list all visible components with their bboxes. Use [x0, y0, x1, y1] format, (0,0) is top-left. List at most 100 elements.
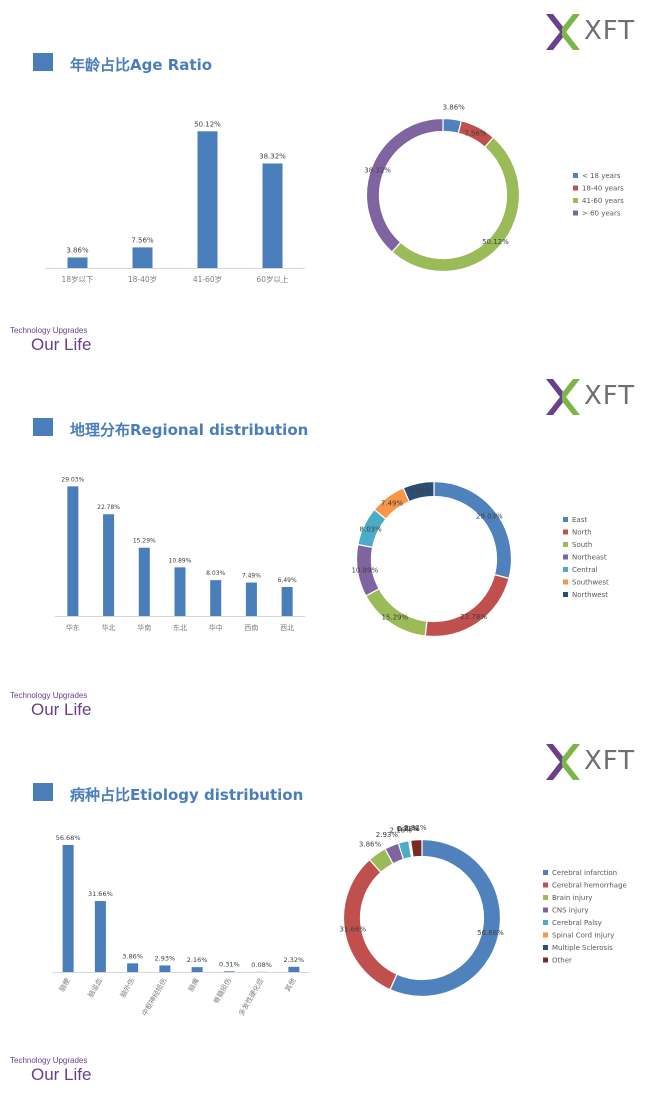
category-label: 41-60岁 — [193, 274, 222, 284]
category-label: 60岁以上 — [256, 274, 289, 284]
slice-data-label: 7.56% — [464, 129, 487, 137]
legend-label: Multiple Sclerosis — [552, 944, 613, 952]
region-bar-chart: 29.03% 华东 22.78% 华北 15.29% 华南 10.89% 东北 8.03% 华中 7… — [55, 476, 305, 632]
legend-label: South — [572, 541, 592, 549]
bar — [210, 580, 222, 616]
title-marker — [33, 418, 53, 436]
tagline-big: Our Life — [31, 335, 92, 354]
donut-slice — [391, 136, 521, 273]
slice-data-label: 15.29% — [381, 614, 408, 622]
etiology-donut-chart: 56.68% 31.66% 3.86%2.93%2.16%0.31%0.08%2.3… — [340, 824, 627, 998]
category-label: 西北 — [280, 624, 294, 632]
slide-title: 病种占比Etiology distribution — [70, 786, 304, 804]
bar — [132, 247, 153, 268]
slice-data-label: 31.66% — [340, 925, 367, 933]
slice-data-label: 6.49% — [409, 487, 432, 495]
legend-swatch — [563, 542, 568, 547]
legend-swatch — [543, 895, 548, 900]
slice-data-label: 56.68% — [477, 929, 504, 937]
tagline-small: Technology Upgrades — [10, 326, 88, 335]
donut-slice — [365, 117, 444, 253]
slice-data-label: 10.89% — [351, 566, 378, 574]
legend-swatch — [543, 882, 548, 888]
etiology-bar-chart: 56.68%脑梗31.66%脑溢血3.86%脑外伤2.93%中枢神经损伤2.16… — [52, 834, 310, 1017]
category-label: 18-40岁 — [128, 274, 157, 284]
legend-swatch — [563, 554, 568, 560]
legend-label: Other — [552, 957, 572, 965]
bar-data-label: 15.29% — [133, 538, 156, 545]
legend-label: < 18 years — [582, 172, 621, 180]
bar — [197, 131, 218, 268]
legend-swatch — [563, 579, 568, 585]
bar-data-label: 10.89% — [169, 557, 192, 564]
slice-data-label: 29.03% — [476, 513, 503, 521]
legend-swatch — [573, 185, 578, 191]
legend-label: Northwest — [572, 591, 608, 599]
tagline-big: Our Life — [31, 1065, 92, 1084]
legend-label: 41-60 years — [582, 197, 624, 205]
slice-data-label: 50.12% — [482, 238, 509, 246]
bar — [94, 901, 106, 972]
legend-swatch — [563, 567, 568, 572]
age-donut-chart: 3.86% 7.56% 50.12% 38.32% < 18 years 18-40 ye… — [364, 104, 624, 273]
bar-data-label: 0.08% — [251, 961, 272, 969]
category-label: 华中 — [209, 623, 223, 632]
slice-data-label: 22.78% — [460, 613, 487, 621]
legend-label: 18-40 years — [582, 185, 624, 193]
legend-swatch — [543, 932, 548, 938]
donut-slice — [433, 480, 513, 580]
category-label: 华北 — [102, 623, 116, 632]
bar — [174, 567, 186, 616]
bar — [62, 844, 74, 972]
bar — [103, 514, 115, 616]
bar-data-label: 29.03% — [61, 476, 84, 483]
legend-label: Cerebral hemorrhage — [552, 882, 627, 890]
bar — [191, 967, 203, 972]
tagline-small: Technology Upgrades — [10, 691, 88, 700]
bar-data-label: 8.03% — [206, 570, 225, 577]
bar — [288, 966, 300, 972]
region-donut-chart: 29.03% 22.78% 15.29% 10.89% 8.03% 7.49% 6.49% E… — [351, 480, 609, 638]
logo-text: XFT — [584, 381, 636, 411]
bar-data-label: 0.31% — [219, 960, 240, 968]
slice-data-label: 38.32% — [364, 166, 391, 174]
legend-swatch — [573, 173, 578, 178]
donut-slice — [424, 573, 510, 638]
legend-swatch — [563, 529, 568, 535]
xft-logo: XFT — [544, 377, 634, 417]
logo-text: XFT — [584, 746, 636, 776]
bar-data-label: 22.78% — [97, 504, 120, 511]
bar-data-label: 38.32% — [259, 152, 286, 160]
slide-etiology-distribution: XFT 病种占比Etiology distribution 56.68% 脑梗 31… — [0, 730, 650, 1095]
legend-swatch — [573, 198, 578, 203]
bar — [223, 971, 235, 972]
slide-regional-distribution: XFT 地理分布Regional distribution 29.03% 华东 22… — [0, 365, 650, 730]
xft-logo-icon — [546, 14, 580, 50]
age-bar-chart: 3.86% 18岁以下 7.56% 18-40岁 50.12% 41-60岁 38.32% 6… — [45, 120, 305, 284]
legend-label: Spinal Cord Injury — [552, 932, 614, 940]
bar-data-label: 3.86% — [66, 246, 89, 254]
bar — [127, 963, 139, 972]
category-label: 华南 — [137, 623, 151, 632]
legend-label: Cerebral infarction — [552, 869, 617, 877]
slice-data-label: 0.08% — [398, 825, 421, 833]
logo-text: XFT — [584, 16, 636, 46]
bar — [245, 582, 257, 616]
legend-swatch — [543, 920, 548, 925]
donut-slice — [365, 587, 428, 637]
tagline-small: Technology Upgrades — [10, 1056, 88, 1065]
legend-label: Northeast — [572, 554, 607, 562]
legend-label: Brain injury — [552, 894, 592, 902]
xft-logo: XFT — [544, 12, 634, 52]
bar-data-label: 7.49% — [242, 573, 261, 580]
bar-data-label: 3.86% — [122, 952, 143, 960]
slide-age-ratio: XFT 年龄占比Age Ratio 3.86% 18岁以下 7.56% 18-40岁 5… — [0, 0, 650, 365]
category-label: 东北 — [173, 623, 187, 632]
bar-data-label: 50.12% — [194, 120, 221, 128]
bar-data-label: 2.16% — [187, 956, 208, 964]
donut-slice — [409, 838, 423, 858]
donut-slice — [389, 838, 502, 998]
title-marker — [33, 53, 53, 71]
bar — [67, 257, 88, 268]
legend-label: CNS injury — [552, 907, 589, 915]
